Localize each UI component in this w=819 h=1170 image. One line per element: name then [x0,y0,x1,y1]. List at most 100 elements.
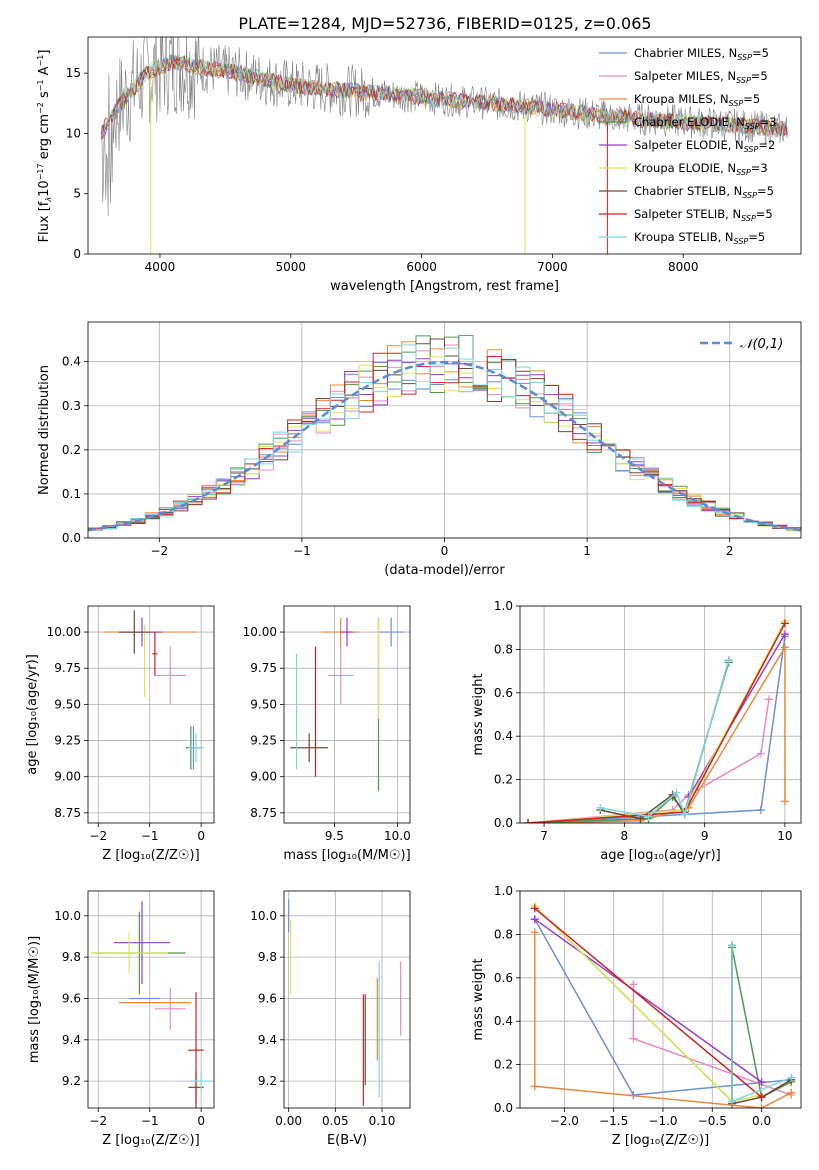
plot-area [288,899,402,1106]
weight-marker [780,619,789,628]
axes-frame [87,890,215,1109]
y-tick-label: 9.4 [258,1033,277,1047]
panel-weights_vs_age: 7 8 9 10 0.0 0.2 0.4 0.6 0.8 1.0 age [log₁₀(age/yr… [471,599,802,863]
weight-series-1 [629,980,796,1099]
plot-area [524,617,789,823]
x-axis-label: wavelength [Angstrom, rest frame] [330,279,559,294]
weight-marker [787,1088,796,1097]
y-tick-label: 0.0 [494,1101,513,1115]
panel-weights_vs_Z: −2.0 −1.5 −1.0 −0.5 0.0 0.0 0.2 0.4 0.6 0.8 1.0 Z [… [471,884,802,1148]
weight-marker [530,928,539,937]
x-tick-label: 7 [540,829,548,843]
x-axis-label: Z [log₁₀(Z/Z☉)] [612,1133,709,1148]
y-tick-label: 0.6 [494,971,513,985]
x-tick-label: −2 [150,544,168,558]
y-axis-label: age [log₁₀(age/yr)] [25,654,40,775]
histogram-series-5 [88,356,801,532]
weight-series-5 [524,617,789,823]
axes-frame [87,605,215,824]
panel-residuals: −2 −1 0 1 2 0.0 0.1 0.2 0.3 0.4 (data-model)/error… [37,321,802,578]
x-tick-label: 2 [726,544,734,558]
weight-line [534,907,763,1098]
y-tick-label: 9.25 [250,734,277,748]
errorbar-point [113,901,171,984]
weight-marker [780,630,789,639]
weight-marker [680,810,689,819]
gaussian-reference-curve [88,360,801,532]
x-tick-label: 0 [441,544,449,558]
y-tick-label: 9.2 [258,1074,277,1088]
weight-line [527,636,786,823]
y-tick-label: 9.8 [62,950,81,964]
y-tick-label: 10.00 [243,625,277,639]
weight-marker [724,656,733,665]
weight-marker [636,814,645,823]
errorbar-point [378,617,404,647]
plot-area [103,610,204,770]
x-tick-label: 10 [777,829,792,843]
weight-line [600,660,730,818]
y-tick-label: 0.0 [494,816,513,830]
weight-series-7 [524,619,789,823]
weight-marker [596,803,605,812]
weight-series-5 [530,902,766,1106]
weight-series-8 [596,656,733,821]
x-axis-label: E(B-V) [327,1133,367,1148]
weight-marker [530,915,539,924]
histogram-series-8 [88,344,801,531]
weight-series-2 [530,928,796,1108]
weight-marker [524,819,533,823]
plot-area [90,901,212,1108]
model-spectrum-series-6 [100,54,788,137]
errorbar-point [154,646,186,705]
x-axis-label: mass [log₁₀(M/M☉)] [283,848,410,863]
weight-marker [780,643,789,652]
weight-marker [757,1077,766,1086]
legend-entry-label: Kroupa STELIB, NSSP=5 [634,230,765,246]
y-tick-label: 0.4 [62,355,81,369]
y-tick-label: 9.6 [258,991,277,1005]
axes-frame [283,890,411,1109]
x-tick-label: 0 [197,1114,205,1128]
errorbar-point [328,646,354,705]
x-tick-label: 10.0 [384,829,411,843]
errorbar-point [290,733,329,763]
y-tick-label: 10.0 [54,909,81,923]
weight-marker [757,1093,766,1102]
legend-gaussian-label: 𝒩(0,1) [740,337,783,352]
legend-entry-label: Kroupa MILES, NSSP=5 [634,92,760,108]
weight-marker [787,1073,796,1082]
weight-series-6 [596,656,733,823]
x-tick-label: −1 [141,1114,159,1128]
y-tick-label: 9.50 [250,697,277,711]
x-tick-label: 0.05 [322,1114,349,1128]
y-tick-label: 0 [73,247,81,261]
weight-marker [764,695,773,704]
x-tick-label: −1.5 [599,1114,628,1128]
weight-marker [756,749,765,758]
weight-marker [629,1034,638,1043]
panel-age_vs_Z: −2 −1 0 8.75 9.00 9.25 9.50 9.75 10.00 Z [log₁₀(Z… [25,605,215,863]
x-tick-label: −1 [293,544,311,558]
plot-area [88,335,801,532]
plot-area [530,902,796,1108]
x-tick-label: 6000 [406,260,437,274]
weight-line [527,623,786,823]
axes-frame [87,36,802,255]
x-axis-label: (data-model)/error [384,563,505,578]
x-tick-label: 0 [197,829,205,843]
y-tick-label: 0.8 [494,642,513,656]
y-tick-label: 9.75 [250,661,277,675]
x-tick-label: −1 [141,829,159,843]
y-tick-label: 0.4 [494,1014,513,1028]
y-tick-label: 9.4 [62,1033,81,1047]
y-tick-label: 9.50 [54,697,81,711]
errorbar-point [90,932,168,974]
axes-frame [283,605,411,824]
y-tick-label: 10.00 [47,625,81,639]
x-tick-label: −2 [89,1114,107,1128]
errorbar-point [152,632,158,676]
x-axis-label: Z [log₁₀(Z/Z☉)] [102,1133,199,1148]
legend-entry-label: Chabrier MILES, NSSP=5 [634,46,769,62]
